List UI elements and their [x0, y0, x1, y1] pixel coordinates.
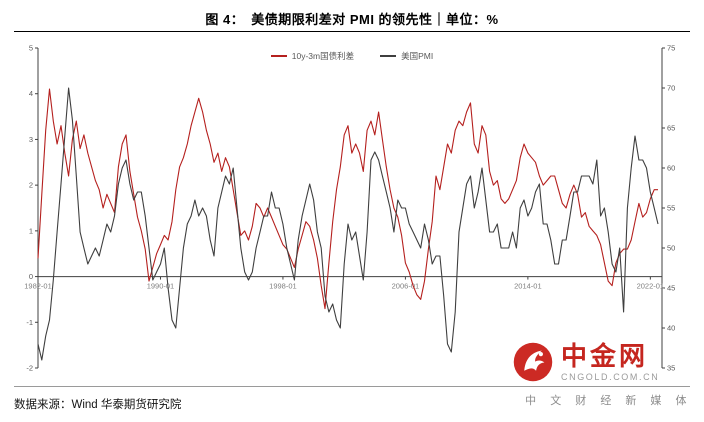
chart-legend: 10y-3m国债利差 美国PMI [0, 50, 704, 62]
legend-item-spread: 10y-3m国债利差 [270, 50, 355, 62]
right-axis-tick-label: 70 [667, 84, 675, 93]
left-axis-tick-label: 2 [29, 181, 33, 190]
figure-title: 图 4： 美债期限利差对 PMI 的领先性｜单位：% [205, 12, 499, 27]
x-axis-tick-label: 1982-01 [24, 282, 52, 291]
cngold-logo-icon [513, 342, 553, 382]
x-axis-tick-label: 2006-01 [392, 282, 420, 291]
cngold-logo: 中金网 CNGOLD.COM.CN 中 文 财 经 新 媒 体 [512, 341, 692, 408]
left-axis-tick-label: -2 [26, 364, 33, 373]
logo-name: 中金网 [561, 340, 649, 371]
spread-line-swatch [270, 55, 287, 57]
title-divider [14, 31, 690, 32]
footer-divider [14, 386, 690, 387]
data-source: 数据来源：Wind 华泰期货研究院 [14, 399, 182, 411]
right-axis-tick-label: 60 [667, 164, 675, 173]
logo-tagline: 中 文 财 经 新 媒 体 [525, 395, 692, 407]
legend-label-pmi: 美国PMI [401, 51, 434, 61]
left-axis-tick-label: 0 [29, 272, 33, 281]
pmi-line-swatch [380, 55, 397, 57]
right-axis-tick-label: 45 [667, 284, 675, 293]
logo-url: CNGOLD.COM.CN [561, 371, 660, 382]
pmi-line [37, 87, 659, 361]
line-chart: 5 4 3 2 1 0 -1 -2 75 70 65 60 55 50 45 40 35 1982-01 1990-… [24, 44, 675, 373]
right-axis-tick-label: 65 [667, 124, 675, 133]
spread-line [37, 88, 658, 310]
legend-item-pmi: 美国PMI [380, 50, 433, 62]
right-axis-tick-label: 50 [667, 244, 675, 253]
right-axis-tick-label: 55 [667, 204, 675, 213]
right-axis-tick-label: 75 [667, 44, 675, 53]
left-axis-tick-label: 1 [29, 226, 33, 235]
legend-label-spread: 10y-3m国债利差 [291, 51, 355, 61]
cngold-logo-text: 中金网 CNGOLD.COM.CN [561, 343, 659, 382]
left-axis-tick-label: 3 [29, 135, 33, 144]
right-axis-tick-label: 40 [667, 324, 675, 333]
x-axis-tick-label: 2022-01 [637, 282, 665, 291]
left-axis-tick-label: -1 [26, 318, 33, 327]
right-axis-tick-label: 35 [667, 364, 675, 373]
left-axis-tick-label: 5 [29, 44, 33, 53]
left-axis-tick-label: 4 [29, 89, 33, 98]
x-axis-tick-label: 1990-01 [147, 282, 175, 291]
x-axis-tick-label: 1998-01 [269, 282, 297, 291]
x-axis-tick-label: 2014-01 [514, 282, 542, 291]
cngold-logo-row: 中金网 CNGOLD.COM.CN [512, 341, 692, 383]
